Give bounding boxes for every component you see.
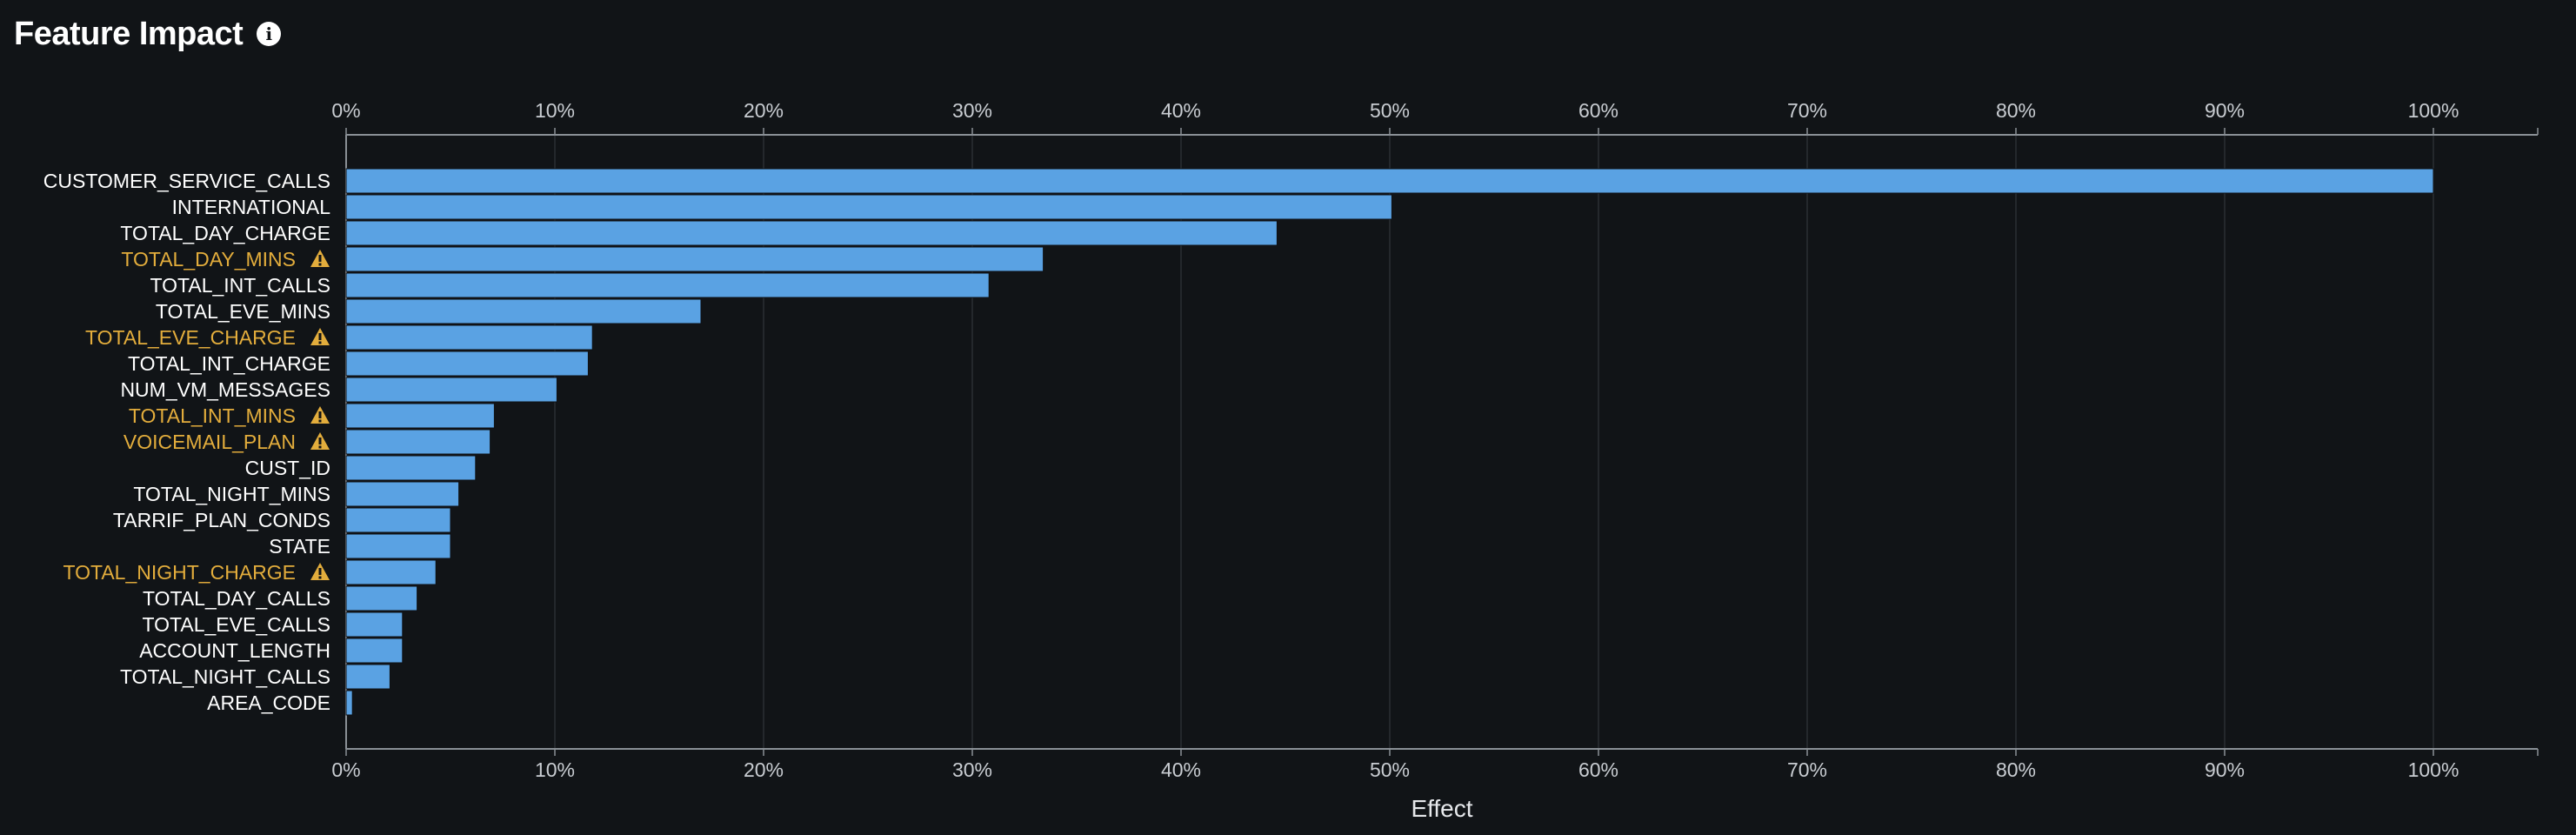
- warning-mark: [318, 255, 322, 262]
- tick-label-bottom: 60%: [1578, 758, 1618, 781]
- warning-dot: [318, 341, 322, 344]
- tick-label-bottom: 80%: [1996, 758, 2036, 781]
- category-label: TOTAL_EVE_CALLS: [143, 613, 330, 636]
- bar: [345, 429, 491, 455]
- category-label: AREA_CODE: [207, 691, 330, 714]
- warning-triangle-icon: [310, 432, 330, 450]
- bar: [345, 272, 990, 298]
- tick-label-top: 10%: [535, 99, 575, 122]
- bar: [345, 298, 702, 324]
- tick-label-bottom: 0%: [331, 758, 360, 781]
- bar: [345, 168, 2434, 194]
- warning-dot: [318, 445, 322, 449]
- category-label: TOTAL_NIGHT_CALLS: [120, 665, 330, 688]
- category-label: TOTAL_NIGHT_CHARGE: [63, 561, 296, 584]
- tick-label-bottom: 40%: [1161, 758, 1201, 781]
- bar: [345, 194, 1392, 220]
- tick-label-top: 20%: [744, 99, 784, 122]
- category-label: ACCOUNT_LENGTH: [139, 639, 330, 662]
- warning-mark: [318, 333, 322, 340]
- warning-dot: [318, 263, 322, 266]
- category-label: TOTAL_DAY_CALLS: [143, 587, 330, 610]
- tick-label-top: 0%: [331, 99, 360, 122]
- category-labels: CUSTOMER_SERVICE_CALLS INTERNATIONAL TOTAL…: [43, 170, 330, 714]
- bar: [345, 481, 460, 507]
- bar: [345, 664, 390, 690]
- warning-triangle-icon: [310, 563, 330, 580]
- tick-label-top: 30%: [952, 99, 992, 122]
- category-label: VOICEMAIL_PLAN: [123, 431, 296, 453]
- tick-label-top: 70%: [1787, 99, 1827, 122]
- bar: [345, 611, 404, 638]
- category-label: CUST_ID: [245, 457, 330, 479]
- axes: 0% 0% 10% 10% 20% 20% 30% 30% 40% 40% 50% 50% 60% 60%…: [331, 99, 2539, 781]
- category-label: TOTAL_INT_MINS: [129, 404, 296, 427]
- tick-label-bottom: 90%: [2205, 758, 2245, 781]
- tick-label-bottom: 50%: [1370, 758, 1410, 781]
- category-label: STATE: [269, 535, 330, 558]
- category-label: TOTAL_INT_CALLS: [150, 274, 330, 297]
- bar: [345, 403, 495, 429]
- bar: [345, 220, 1278, 246]
- bar: [345, 377, 557, 403]
- tick-label-top: 100%: [2408, 99, 2459, 122]
- bar: [345, 533, 451, 559]
- warning-mark: [318, 438, 322, 444]
- bar: [345, 559, 437, 585]
- category-label: TOTAL_NIGHT_MINS: [133, 483, 330, 505]
- category-label: TOTAL_DAY_CHARGE: [120, 222, 330, 244]
- warning-dot: [318, 576, 322, 579]
- bar: [345, 324, 593, 351]
- info-icon[interactable]: i: [257, 22, 282, 46]
- page-title: Feature Impact: [14, 15, 244, 52]
- warning-triangle-icon: [310, 250, 330, 267]
- tick-label-bottom: 30%: [952, 758, 992, 781]
- tick-label-top: 80%: [1996, 99, 2036, 122]
- tick-label-top: 90%: [2205, 99, 2245, 122]
- bar: [345, 638, 404, 664]
- tick-label-top: 40%: [1161, 99, 1201, 122]
- bar: [345, 585, 418, 611]
- tick-label-bottom: 10%: [535, 758, 575, 781]
- warning-triangle-icon: [310, 328, 330, 345]
- bar: [345, 246, 1044, 272]
- category-label: TOTAL_EVE_MINS: [156, 300, 330, 323]
- warning-mark: [318, 411, 322, 418]
- bar: [345, 690, 353, 716]
- warning-mark: [318, 568, 322, 575]
- category-label: TARRIF_PLAN_CONDS: [113, 509, 330, 531]
- tick-label-top: 60%: [1578, 99, 1618, 122]
- category-label: TOTAL_INT_CHARGE: [128, 352, 330, 375]
- warning-triangle-icon: [310, 406, 330, 424]
- bar: [345, 507, 451, 533]
- category-label: TOTAL_EVE_CHARGE: [85, 326, 296, 349]
- category-label: INTERNATIONAL: [172, 196, 331, 218]
- bar: [345, 351, 589, 377]
- x-axis-title: Effect: [1411, 795, 1472, 822]
- tick-label-bottom: 20%: [744, 758, 784, 781]
- category-label: TOTAL_DAY_MINS: [121, 248, 296, 271]
- tick-label-bottom: 70%: [1787, 758, 1827, 781]
- bar: [345, 455, 477, 481]
- chart-header: Feature Impact i: [14, 12, 282, 56]
- tick-label-bottom: 100%: [2408, 758, 2459, 781]
- warning-dot: [318, 419, 322, 423]
- category-label: CUSTOMER_SERVICE_CALLS: [43, 170, 330, 192]
- category-label: NUM_VM_MESSAGES: [120, 378, 330, 401]
- tick-label-top: 50%: [1370, 99, 1410, 122]
- bars: [345, 168, 2434, 716]
